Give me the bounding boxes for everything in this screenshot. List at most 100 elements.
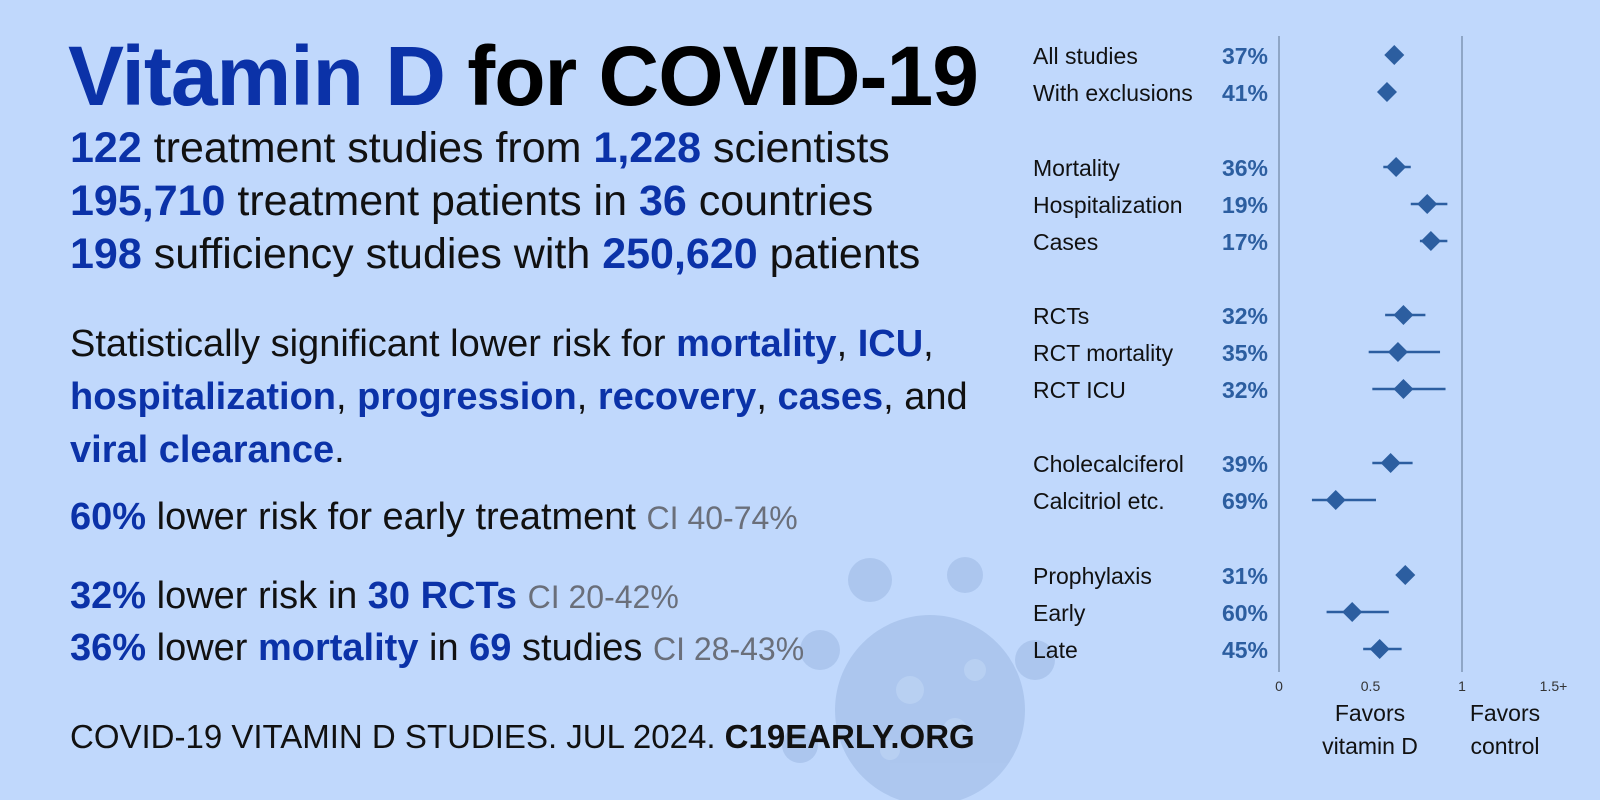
text-segment: countries (686, 177, 874, 225)
row-label: RCT mortality (1033, 340, 1174, 366)
x-tick-label: 0 (1275, 678, 1283, 694)
text-segment: , (576, 376, 598, 418)
text-segment: , and (883, 376, 968, 418)
row-percent: 45% (1222, 637, 1268, 663)
mortality-line: 36% lower mortality in 69 studies CI 28-… (70, 627, 804, 670)
page-title: Vitamin D for COVID-19 (68, 28, 979, 125)
rct-count: 30 RCTs (367, 575, 518, 617)
effect-marker (1417, 194, 1438, 214)
x-tick-label: 1 (1458, 678, 1466, 694)
row-label: Late (1033, 637, 1078, 663)
row-label: RCTs (1033, 303, 1089, 329)
effect-marker (1387, 342, 1408, 362)
mort-text3: studies (511, 627, 653, 669)
footer-source: C19EARLY.ORG (724, 718, 975, 755)
mort-ci: CI 28-43% (652, 631, 805, 667)
highlight-text: 122 (70, 124, 142, 172)
row-percent: 60% (1222, 600, 1268, 626)
effect-marker (1384, 45, 1405, 65)
footer-text: COVID-19 VITAMIN D STUDIES. JUL 2024. (70, 718, 725, 755)
row-label: Early (1033, 600, 1086, 626)
row-percent: 32% (1222, 377, 1268, 403)
highlight-text: 1,228 (593, 124, 702, 172)
text-segment: . (334, 429, 345, 471)
text-segment: sufficiency studies with (141, 230, 603, 278)
text-segment: , (836, 323, 858, 365)
favors-control-label: Favors (1470, 700, 1540, 726)
highlight-text: cases (777, 376, 884, 418)
favors-control-label: control (1470, 733, 1539, 759)
row-label: Cholecalciferol (1033, 451, 1184, 477)
effect-marker (1393, 305, 1414, 325)
effect-marker (1369, 639, 1390, 659)
row-percent: 39% (1222, 451, 1268, 477)
row-percent: 31% (1222, 563, 1268, 589)
row-percent: 37% (1222, 43, 1268, 69)
highlight-text: recovery (597, 376, 757, 418)
text-segment: treatment patients in (225, 177, 639, 225)
effect-marker (1386, 157, 1407, 177)
x-tick-label: 0.5 (1361, 678, 1381, 694)
mort-text1: lower (146, 627, 258, 669)
row-percent: 35% (1222, 340, 1268, 366)
early-pct: 60% (70, 496, 147, 538)
title-rest: for COVID-19 (467, 29, 979, 123)
highlight-text: ICU (857, 323, 924, 365)
mort-text2: in (418, 627, 470, 669)
row-percent: 69% (1222, 488, 1268, 514)
row-label: Prophylaxis (1033, 563, 1152, 589)
favors-vitamin-d-label: Favors (1335, 700, 1405, 726)
highlight-text: hospitalization (70, 376, 336, 418)
stat-line-patients: 195,710 treatment patients in 36 countri… (70, 177, 873, 226)
mort-word: mortality (257, 627, 419, 669)
mort-count: 69 (469, 627, 512, 669)
effect-marker (1342, 602, 1363, 622)
effect-marker (1325, 490, 1346, 510)
row-label: Mortality (1033, 155, 1120, 181)
mort-pct: 36% (70, 627, 147, 669)
effect-marker (1393, 379, 1414, 399)
text-segment: treatment studies from (141, 124, 594, 172)
early-treatment-line: 60% lower risk for early treatment CI 40… (70, 496, 798, 539)
row-percent: 36% (1222, 155, 1268, 181)
highlight-text: 195,710 (70, 177, 226, 225)
row-label: All studies (1033, 43, 1138, 69)
effect-marker (1395, 565, 1416, 585)
virus-illustration (782, 557, 1055, 800)
text-segment: patients (757, 230, 921, 278)
highlight-text: mortality (676, 323, 837, 365)
title-highlight: Vitamin D (68, 29, 446, 123)
favors-vitamin-d-label: vitamin D (1322, 733, 1418, 759)
highlight-text: 36 (638, 177, 687, 225)
x-tick-label: 1.5+ (1540, 678, 1568, 694)
text-segment: scientists (701, 124, 890, 172)
rct-line: 32% lower risk in 30 RCTs CI 20-42% (70, 575, 679, 618)
row-label: With exclusions (1033, 80, 1193, 106)
early-text: lower risk for early treatment (146, 496, 647, 538)
effect-marker (1380, 453, 1401, 473)
significance-summary: Statistically significant lower risk for… (70, 318, 970, 477)
effect-marker (1420, 231, 1441, 251)
early-ci: CI 40-74% (646, 500, 798, 536)
row-label: Hospitalization (1033, 192, 1183, 218)
row-percent: 32% (1222, 303, 1268, 329)
footer: COVID-19 VITAMIN D STUDIES. JUL 2024. C1… (70, 718, 975, 756)
row-label: Cases (1033, 229, 1098, 255)
text-segment: , (756, 376, 778, 418)
highlight-text: 198 (70, 230, 142, 278)
rct-ci: CI 20-42% (527, 579, 679, 615)
effect-marker (1376, 82, 1397, 102)
text-segment: Statistically significant lower risk for (70, 323, 677, 365)
text-segment: , (336, 376, 358, 418)
row-percent: 41% (1222, 80, 1268, 106)
highlight-text: progression (357, 376, 577, 418)
highlight-text: viral clearance (70, 429, 335, 471)
row-percent: 19% (1222, 192, 1268, 218)
text-segment: , (923, 323, 934, 365)
rct-pct: 32% (70, 575, 147, 617)
highlight-text: 250,620 (602, 230, 758, 278)
stat-line-sufficiency: 198 sufficiency studies with 250,620 pat… (70, 230, 920, 279)
rct-text: lower risk in (146, 575, 368, 617)
row-label: RCT ICU (1033, 377, 1126, 403)
